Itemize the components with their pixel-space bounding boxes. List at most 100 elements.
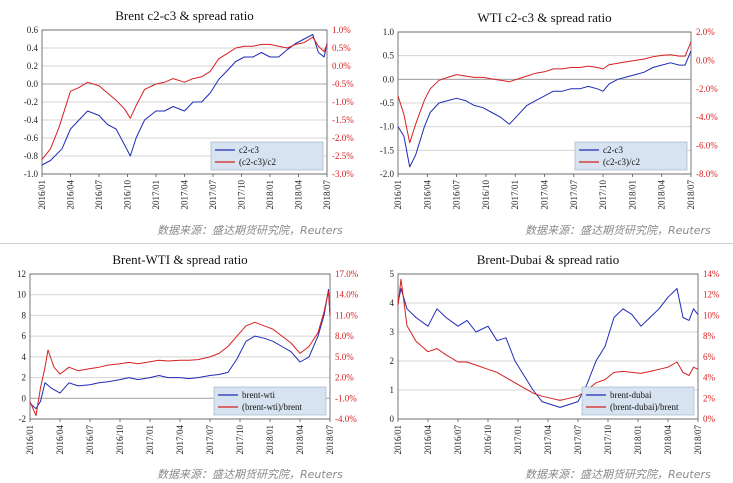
y-right-tick-label: 4% xyxy=(703,373,716,383)
x-tick-label: 2018/04 xyxy=(657,180,667,210)
x-tick-label: 2017/04 xyxy=(543,425,553,455)
y-left-tick-label: -0.6 xyxy=(24,133,39,143)
legend-box xyxy=(581,386,695,416)
x-tick-label: 2018/07 xyxy=(693,425,703,455)
x-tick-label: 2016/10 xyxy=(115,425,125,455)
source-note-3: 数据来源：盛达期货研究院，Reuters xyxy=(157,468,343,481)
y-right-tick-label: 5.0% xyxy=(335,352,354,362)
y-right-tick-label: 10% xyxy=(703,310,720,320)
x-tick-label: 2017/07 xyxy=(208,180,218,210)
source-note-1: 数据来源：盛达期货研究院，Reuters xyxy=(157,224,343,237)
y-left-tick-label: 10 xyxy=(17,290,27,300)
legend-label: (c2-c3)/c2 xyxy=(603,157,640,167)
y-left-tick-label: 0 xyxy=(22,393,27,403)
y-left-tick-label: -0.4 xyxy=(24,115,39,125)
y-right-tick-label: 0% xyxy=(703,414,716,424)
y-right-tick-label: 11.0% xyxy=(335,310,358,320)
x-tick-label: 2016/01 xyxy=(393,180,403,210)
chart-brent-c2-c3: Brent c2-c3 & spread ratio -1.0 -0.8 -0.6 -0… xyxy=(0,0,367,220)
x-tick-label: 2016/07 xyxy=(85,425,95,455)
y-left-tick-label: 4 xyxy=(390,298,395,308)
y-left-tick-label: 6 xyxy=(22,331,27,341)
x-tick-label: 2016/01 xyxy=(25,425,35,455)
series-line-red xyxy=(397,41,692,144)
x-tick-label: 2016/07 xyxy=(453,425,463,455)
chart-wti-c2-c3: WTI c2-c3 & spread ratio -2.0 -1.5 -1.0 -0.5… xyxy=(368,0,733,220)
y-left-tick-label: 0.6 xyxy=(27,25,39,35)
y-left-tick-label: -0.2 xyxy=(24,97,38,107)
x-tick-label: 2017/04 xyxy=(540,180,550,210)
x-tick-label: 2018/07 xyxy=(322,180,332,210)
legend: brent-dubai (brent-dubai)/brent xyxy=(581,386,695,416)
x-tick-label: 2017/04 xyxy=(180,180,190,210)
legend-box xyxy=(213,386,327,416)
divider xyxy=(0,243,733,244)
y-right-tick-label: 6% xyxy=(703,352,716,362)
y-right-tick-label: 1.0% xyxy=(332,25,351,35)
y-left-tick-label: 0.0 xyxy=(27,79,39,89)
x-tick-label: 2018/01 xyxy=(265,425,275,455)
y-left-tick-label: 4 xyxy=(22,352,27,362)
x-tick-label: 2017/10 xyxy=(603,425,613,455)
y-left-tick-label: -2 xyxy=(19,414,27,424)
x-tick-label: 2016/04 xyxy=(423,425,433,455)
y-right-tick-label: -1.5% xyxy=(332,115,354,125)
y-right-tick-label: -3.0% xyxy=(332,169,354,179)
y-left-tick-label: 0.5 xyxy=(383,51,395,61)
legend-box xyxy=(210,141,324,171)
y-right-tick-label: -4.0% xyxy=(696,112,718,122)
x-tick-label: 2017/10 xyxy=(598,180,608,210)
series-line-blue xyxy=(397,288,699,408)
series-line-red xyxy=(41,36,328,160)
legend-box xyxy=(574,141,688,171)
y-right-tick-label: 8.0% xyxy=(335,331,354,341)
series-line-red xyxy=(397,278,699,401)
y-right-tick-label: 0.0% xyxy=(332,61,351,71)
x-tick-label: 2018/01 xyxy=(633,425,643,455)
legend-label: brent-dubai xyxy=(610,390,652,400)
y-right-tick-label: 0.0% xyxy=(696,55,715,65)
chart-svg: WTI c2-c3 & spread ratio -2.0 -1.5 -1.0 -0.5… xyxy=(380,10,718,210)
source-note-4: 数据来源：盛达期货研究院，Reuters xyxy=(525,468,711,481)
x-tick-label: 2016/10 xyxy=(123,180,133,210)
legend: brent-wti (brent-wti)/brent xyxy=(213,386,327,416)
y-left-tick-label: 1.0 xyxy=(383,27,395,37)
y-left-tick-label: -1.0 xyxy=(24,169,39,179)
y-left-tick-label: -0.8 xyxy=(24,151,39,161)
legend-label: brent-wti xyxy=(242,390,275,400)
x-tick-label: 2018/07 xyxy=(325,425,335,455)
y-right-tick-label: -1.0% xyxy=(332,97,354,107)
y-right-tick-label: -4.0% xyxy=(335,414,357,424)
y-right-tick-label: 0.5% xyxy=(332,43,351,53)
y-left-tick-label: -2.0 xyxy=(380,169,395,179)
y-left-tick-label: 1 xyxy=(390,385,395,395)
series-line-blue xyxy=(29,289,331,410)
legend-label: c2-c3 xyxy=(239,145,259,155)
y-left-tick-label: 0.2 xyxy=(27,61,38,71)
legend-label: (brent-dubai)/brent xyxy=(610,402,679,412)
chart-brent-dubai: Brent-Dubai & spread ratio 0 1 2 3 4 5 0% 2% 4% 6%… xyxy=(368,247,733,463)
y-left-tick-label: 0 xyxy=(390,414,395,424)
chart-title: Brent c2-c3 & spread ratio xyxy=(115,8,254,23)
series-line-blue xyxy=(41,34,328,166)
legend: c2-c3 (c2-c3)/c2 xyxy=(574,141,688,171)
legend-label: c2-c3 xyxy=(603,145,623,155)
y-right-tick-label: 14% xyxy=(703,269,720,279)
chart-brent-wti: Brent-WTI & spread ratio -2 0 2 4 6 8 10 12 -4.0%… xyxy=(0,247,367,463)
y-right-tick-label: -0.5% xyxy=(332,79,354,89)
x-tick-label: 2016/10 xyxy=(483,425,493,455)
y-left-tick-label: 5 xyxy=(390,269,395,279)
x-tick-label: 2016/04 xyxy=(422,180,432,210)
x-tick-label: 2016/07 xyxy=(452,180,462,210)
y-right-tick-label: -2.0% xyxy=(696,84,718,94)
x-tick-label: 2017/07 xyxy=(569,180,579,210)
y-right-tick-label: -2.5% xyxy=(332,151,354,161)
y-left-tick-label: 8 xyxy=(22,310,27,320)
y-left-tick-label: 12 xyxy=(17,269,26,279)
x-tick-label: 2018/01 xyxy=(627,180,637,210)
y-left-tick-label: 2 xyxy=(390,356,395,366)
y-left-tick-label: 3 xyxy=(390,327,395,337)
legend-label: (brent-wti)/brent xyxy=(242,402,302,412)
chart-svg: Brent-WTI & spread ratio -2 0 2 4 6 8 10 12 -4.0%… xyxy=(17,252,359,455)
x-tick-label: 2016/01 xyxy=(37,180,47,210)
